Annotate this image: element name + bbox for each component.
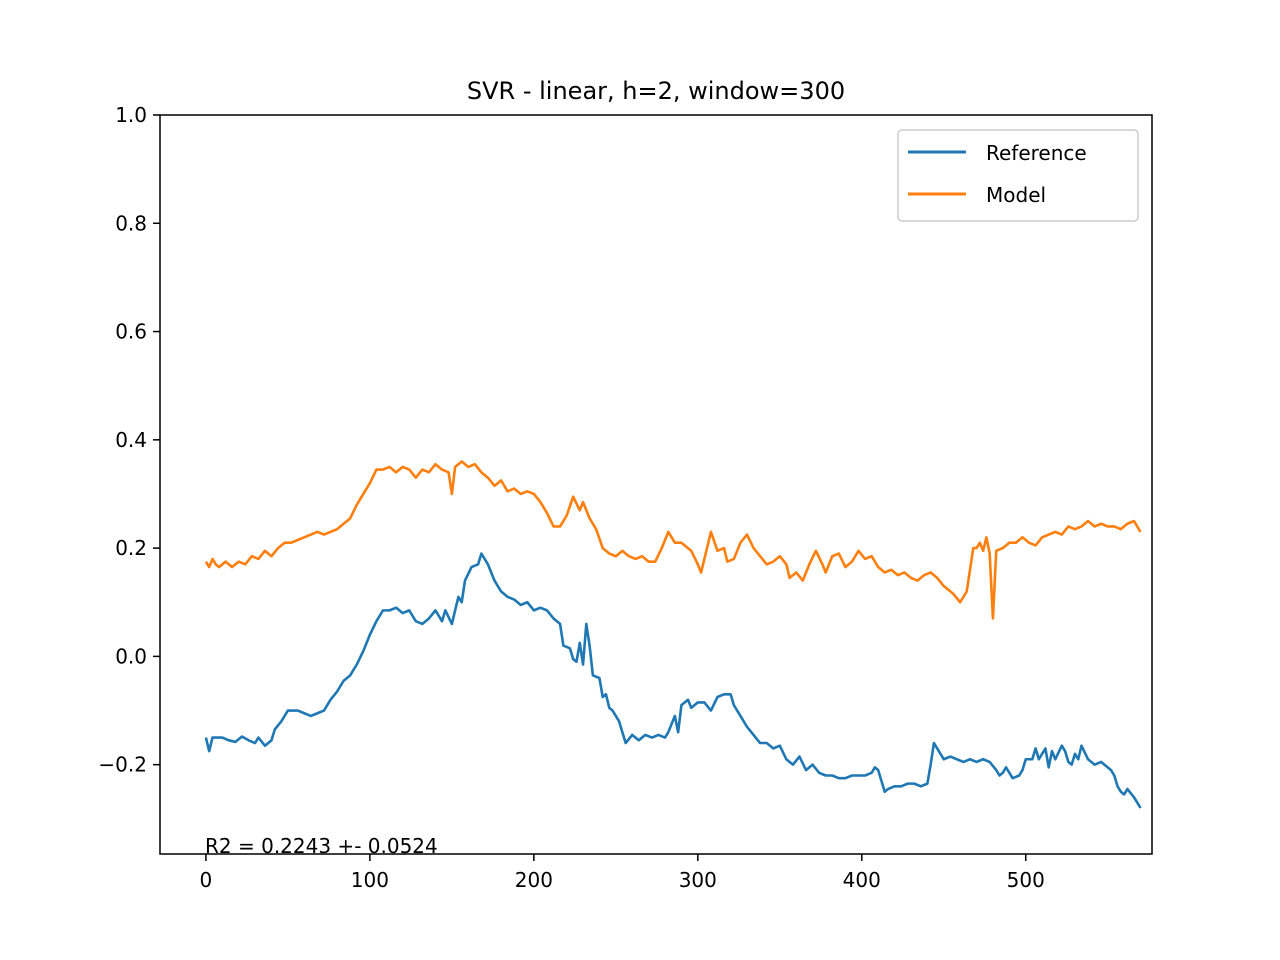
legend: Reference Model [897,129,1139,222]
y-tick-label: −0.2 [98,753,147,777]
plot-frame [159,114,1153,855]
x-tick-label: 500 [1007,868,1045,892]
legend-label-reference: Reference [986,141,1087,165]
x-axis: 0 100 200 300 400 500 [200,854,1045,892]
x-tick-label: 100 [351,868,389,892]
y-tick-label: 1.0 [115,103,147,127]
x-tick-label: 300 [679,868,717,892]
x-tick-label: 400 [843,868,881,892]
series-line-model [204,460,1142,620]
x-tick-label: 200 [515,868,553,892]
y-tick-label: 0.0 [115,644,147,668]
r2-annotation: R2 = 0.2243 +- 0.0524 [205,834,438,858]
legend-label-model: Model [986,183,1046,207]
y-tick-label: 0.6 [115,320,147,344]
y-tick-label: 0.2 [115,536,147,560]
y-tick-label: 0.8 [115,211,147,235]
y-axis: −0.2 0.0 0.2 0.4 0.6 0.8 1.0 [98,103,160,777]
x-tick-label: 0 [200,868,213,892]
y-tick-label: 0.4 [115,428,147,452]
series-line-reference [204,552,1142,809]
series-layer [204,460,1142,809]
chart-title: SVR - linear, h=2, window=300 [467,77,845,105]
